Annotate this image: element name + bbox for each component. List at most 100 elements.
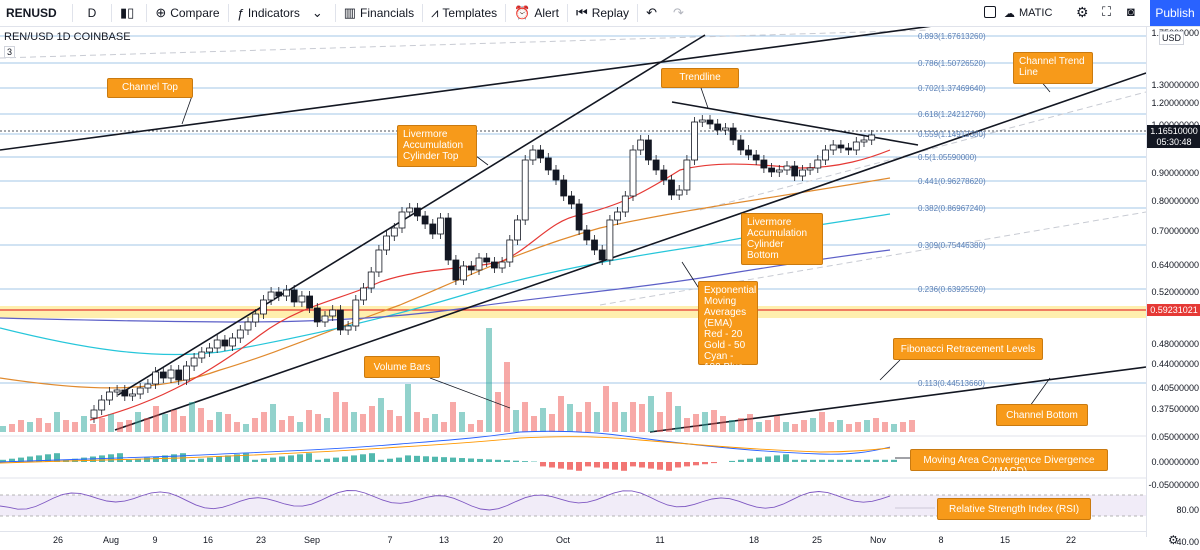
volume-bar [549, 414, 555, 432]
macd-bar [801, 460, 807, 462]
macd-bar [216, 457, 222, 463]
undo-button[interactable]: ↶ [640, 0, 667, 26]
symbol-search[interactable]: RENUSD [0, 0, 70, 26]
callout-macd: Moving Area Convergence Divergence (MACD… [910, 449, 1108, 471]
camera-icon[interactable]: ◙ [1127, 4, 1135, 19]
candle-body [761, 160, 767, 168]
currency-badge[interactable]: USD [1159, 31, 1184, 45]
layout-icon[interactable] [984, 6, 996, 18]
candle-body [738, 140, 744, 150]
candle-body [414, 208, 420, 216]
candle-body [653, 160, 659, 170]
divider [111, 4, 112, 22]
time-label: Nov [870, 535, 886, 545]
price-label: 0.70000000 [1151, 226, 1199, 236]
candle-body [106, 392, 112, 400]
settings-icon[interactable]: ⚙ [1168, 533, 1179, 547]
candle-body [676, 190, 682, 195]
candle-body [276, 292, 282, 296]
macd-bar [270, 458, 276, 462]
indicator-count-badge[interactable]: 3 [4, 46, 15, 58]
macd-bar [495, 460, 501, 462]
price-label: 80.00 [1176, 505, 1199, 515]
volume-bar [522, 402, 528, 432]
redo-button[interactable]: ↷ [667, 0, 694, 26]
candle-body [245, 322, 251, 330]
volume-bar [288, 416, 294, 432]
macd-bar [261, 459, 267, 462]
volume-bar [279, 420, 285, 432]
indicator-templates-dropdown[interactable]: ⌄ [306, 0, 333, 26]
livermore-cylinder-bottom-line [115, 73, 1146, 430]
candle-body [453, 260, 459, 280]
settings-gear-icon[interactable]: ⚙ [1076, 4, 1089, 21]
interval-button[interactable]: D [75, 0, 109, 26]
macd-bar [369, 453, 375, 462]
chart-type-button[interactable]: ▮▯ [114, 0, 144, 26]
macd-bar [396, 458, 402, 462]
macd-bar [153, 457, 159, 463]
macd-bar [657, 462, 663, 470]
macd-bar [459, 458, 465, 462]
volume-bar [837, 420, 843, 432]
macd-bar [711, 462, 717, 463]
candle-body [638, 140, 644, 150]
volume-bar [396, 416, 402, 432]
volume-bar [684, 418, 690, 432]
candle-body [615, 212, 621, 220]
volume-bar [333, 392, 339, 432]
alert-button[interactable]: ⏰Alert [508, 0, 565, 26]
macd-bar [684, 462, 690, 466]
candle-body [699, 120, 705, 122]
macd-bar [432, 457, 438, 462]
volume-bar [342, 402, 348, 432]
candle-body [784, 166, 790, 170]
macd-bar [666, 462, 672, 471]
alarm-clock-icon: ⏰ [514, 5, 530, 21]
candle-body [345, 326, 351, 330]
compare-button[interactable]: ⊕Compare [149, 0, 225, 26]
trendline-pointer [700, 85, 708, 108]
candle-body [422, 216, 428, 224]
volume-bar [792, 424, 798, 432]
fullscreen-icon[interactable]: ⛶ [1102, 4, 1111, 20]
candle-body [476, 258, 482, 270]
volume-bar [153, 406, 159, 432]
macd-bar [288, 455, 294, 462]
price-label: -0.05000000 [1148, 480, 1199, 490]
divider [567, 4, 568, 22]
macd-bar [558, 462, 564, 469]
candle-body [815, 160, 821, 168]
candle-body [399, 212, 405, 228]
macd-bar [729, 461, 735, 462]
candle-body [461, 266, 467, 280]
macd-histogram [0, 453, 897, 471]
candle-body [384, 236, 390, 250]
volume-bar [477, 420, 483, 432]
candle-body [153, 372, 159, 384]
macd-bar [486, 459, 492, 462]
time-label: 11 [655, 535, 664, 545]
symbol-legend[interactable]: REN/USD 1D COINBASE [4, 31, 131, 43]
templates-button[interactable]: ⩘Templates [425, 0, 503, 26]
volume-bar [855, 422, 861, 432]
macd-bar [126, 460, 132, 462]
replay-button[interactable]: ⏮Replay [570, 0, 635, 26]
candle-body [430, 224, 436, 234]
macd-bar [342, 457, 348, 463]
publish-button[interactable]: Publish [1150, 0, 1200, 26]
volume-bar [594, 412, 600, 432]
macd-bar [81, 458, 87, 462]
candle-body [792, 166, 798, 176]
financials-button[interactable]: ▥Financials [338, 0, 420, 26]
macd-bar [315, 460, 321, 462]
volume-bar [432, 414, 438, 432]
volume-bar [270, 404, 276, 432]
volume-bar [72, 422, 78, 432]
candle-body [515, 220, 521, 240]
watchlist-symbol[interactable]: ☁MATIC [1004, 0, 1052, 26]
volume-bar [468, 424, 474, 432]
